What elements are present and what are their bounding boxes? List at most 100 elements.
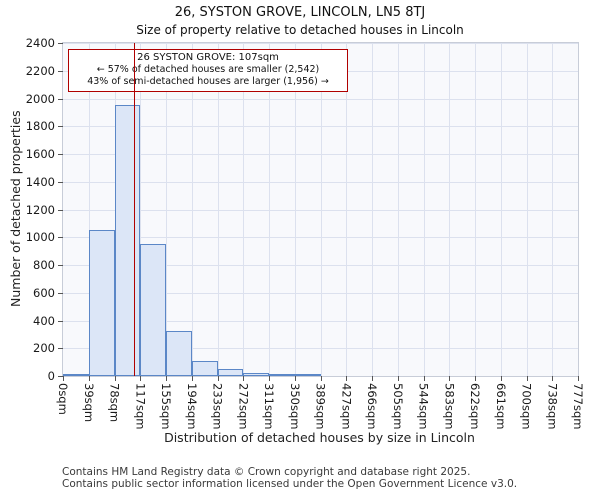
bar [243, 373, 269, 376]
y-tick [58, 43, 63, 44]
v-gridline [449, 43, 451, 376]
v-gridline [140, 43, 142, 376]
y-tick [58, 265, 63, 266]
y-tick [58, 126, 63, 128]
v-gridline [552, 43, 554, 376]
y-tick [58, 348, 63, 350]
x-tick-label: 622sqm [468, 383, 482, 430]
x-tick [423, 376, 425, 381]
chart-title: 26, SYSTON GROVE, LINCOLN, LN5 8TJ [174, 5, 426, 20]
x-tick-label: 466sqm [365, 383, 379, 430]
annotation-larger-stat: 43% of semi-detached houses are larger (… [87, 76, 329, 87]
y-tick-label: 0 [47, 369, 55, 383]
y-tick-label: 1000 [25, 230, 55, 245]
y-tick-label: 2000 [25, 91, 55, 106]
v-gridline [191, 43, 193, 376]
x-tick-label: 39sqm [81, 383, 96, 423]
x-tick-label: 505sqm [390, 383, 405, 430]
v-gridline [346, 43, 348, 376]
v-gridline [166, 43, 167, 376]
plot-area: 26 SYSTON GROVE: 107sqm ← 57% of detache… [26, 36, 585, 429]
y-tick [58, 70, 63, 72]
x-tick [475, 376, 476, 381]
v-gridline [294, 43, 296, 376]
y-tick-label: 1600 [25, 147, 55, 161]
x-tick [372, 376, 373, 381]
x-tick [526, 376, 528, 381]
y-tick [58, 98, 63, 100]
footer-line-licence: Contains public sector information licen… [62, 477, 518, 490]
x-tick-label: 389sqm [313, 383, 328, 430]
y-tick-label: 400 [33, 313, 55, 328]
x-tick-label: 544sqm [416, 383, 431, 430]
y-tick [58, 154, 63, 155]
x-tick-label: 661sqm [493, 383, 508, 430]
x-tick [217, 376, 219, 381]
v-gridline [243, 43, 245, 376]
v-gridline [269, 43, 270, 376]
annotation-smaller-stat: ← 57% of detached houses are smaller (2,… [96, 64, 320, 75]
y-tick [58, 237, 63, 239]
y-tick-label: 2400 [25, 36, 55, 50]
x-tick-label: 194sqm [184, 383, 199, 430]
x-tick-label: 738sqm [545, 383, 560, 430]
x-axis-title: Distribution of detached houses by size … [164, 430, 475, 445]
y-tick [58, 181, 63, 183]
x-tick [114, 376, 116, 381]
x-tick [578, 376, 579, 381]
x-tick [449, 376, 451, 381]
x-tick-label: 233sqm [210, 383, 225, 430]
y-tick-label: 600 [33, 285, 55, 300]
v-gridline [423, 43, 425, 376]
bar [114, 105, 141, 376]
x-tick [294, 376, 296, 381]
x-tick-label: 427sqm [339, 383, 354, 430]
bar [269, 374, 295, 376]
chart-subtitle: Size of property relative to detached ho… [136, 23, 464, 37]
v-gridline [372, 43, 373, 376]
x-tick-label: 700sqm [519, 383, 534, 430]
footer-line-copyright: Contains HM Land Registry data © Crown c… [62, 466, 471, 478]
x-tick [166, 376, 167, 381]
y-tick-label: 2200 [25, 63, 55, 78]
y-tick-label: 1200 [25, 202, 55, 217]
y-tick-label: 1800 [25, 119, 55, 134]
x-tick-label: 777sqm [571, 383, 585, 430]
x-tick [500, 376, 502, 381]
x-tick-label: 78sqm [107, 383, 122, 423]
v-gridline [475, 43, 476, 376]
x-tick-label: 117sqm [133, 383, 148, 430]
v-gridline [500, 43, 502, 376]
annotation-property-label: 26 SYSTON GROVE: 107sqm [137, 52, 279, 63]
annotation-box: 26 SYSTON GROVE: 107sqm ← 57% of detache… [68, 49, 348, 92]
x-tick [552, 376, 554, 381]
x-tick [346, 376, 348, 381]
bar [63, 374, 89, 376]
x-tick [320, 376, 322, 381]
v-gridline [526, 43, 528, 376]
x-tick [63, 376, 64, 381]
bar [140, 244, 166, 376]
y-tick [58, 376, 63, 377]
bar [166, 330, 192, 376]
x-tick [191, 376, 193, 381]
x-tick-label: 155sqm [159, 383, 173, 430]
x-tick-label: 0sqm [56, 383, 70, 415]
x-tick-label: 311sqm [262, 383, 276, 430]
y-tick [58, 292, 63, 294]
bar [294, 374, 321, 376]
v-gridline [88, 43, 90, 376]
bar [217, 369, 244, 376]
x-tick-label: 583sqm [442, 383, 457, 430]
bar [88, 230, 115, 376]
y-tick [58, 209, 63, 211]
x-tick [140, 376, 142, 381]
x-tick-label: 350sqm [287, 383, 302, 430]
y-tick-label: 1400 [25, 174, 55, 189]
x-tick [269, 376, 270, 381]
x-tick-label: 272sqm [236, 383, 251, 430]
y-tick-label: 200 [33, 341, 55, 356]
property-size-marker-line [133, 43, 136, 376]
v-gridline [217, 43, 219, 376]
